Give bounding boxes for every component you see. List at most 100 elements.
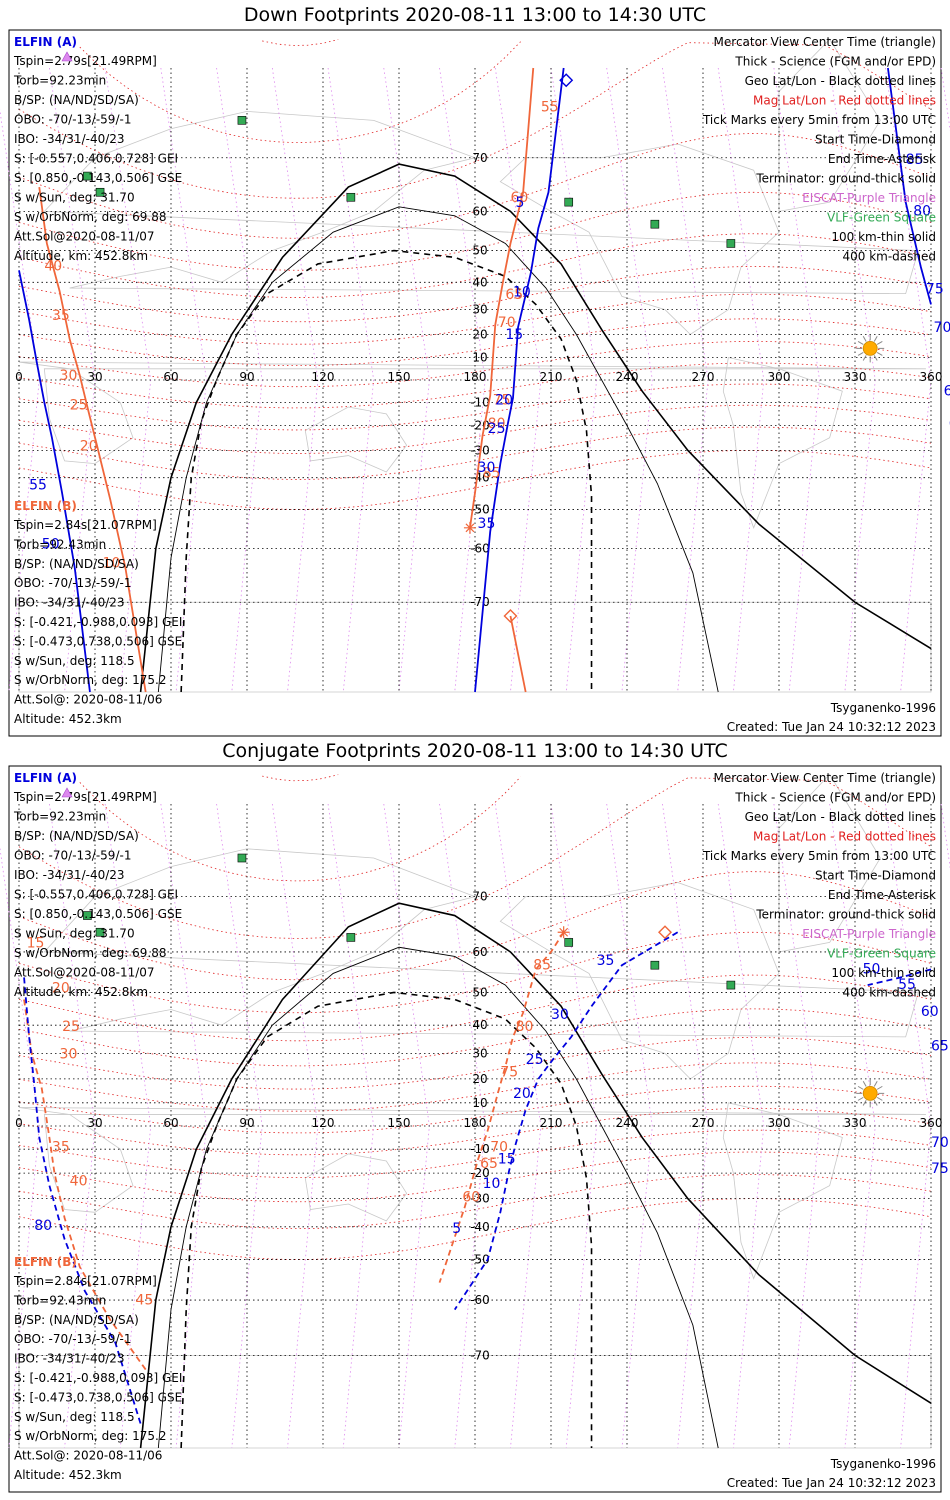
mag-lon-line	[717, 803, 765, 1449]
footprint-track	[469, 67, 535, 528]
sun-ray	[862, 1100, 867, 1106]
lon-tick-label: 150	[388, 1116, 411, 1130]
track-tick-label: 20	[80, 438, 98, 454]
sun-ray	[876, 340, 883, 345]
legend-line: VLF-Green Square	[827, 211, 936, 225]
vlf-station-marker	[564, 197, 574, 207]
lon-tick-label: 270	[692, 370, 715, 384]
vlf-station-marker	[83, 911, 92, 920]
track-tick-label: 35	[478, 516, 496, 532]
terminator-ground	[139, 902, 932, 1449]
lon-tick-label: 360	[920, 1116, 943, 1130]
map-area: 0 30 60 90 120 150 180 210 240 270 300 330 360 -70 -60…	[0, 773, 950, 1449]
sun-ray	[876, 1096, 883, 1101]
vlf-station-marker	[346, 933, 356, 942]
track-tick-label: 85	[533, 957, 551, 973]
lon-tick-label: 90	[239, 1116, 254, 1130]
legend-line: End Time-Asterisk	[828, 152, 936, 166]
elfin-b-info-line: Altitude: 452.3km	[14, 712, 122, 726]
text-overlays: ELFIN (A) Tspin=2.79s[21.49RPM] Torb=92.23…	[13, 771, 936, 1490]
lat-tick-label: -10	[470, 395, 490, 409]
vlf-station-marker	[726, 980, 736, 990]
mag-lon-line	[271, 67, 319, 693]
track-tick-label: 20	[495, 393, 513, 409]
legend-line: VLF-Green Square	[827, 947, 936, 961]
lat-tick-label: 20	[472, 327, 487, 341]
lon-tick-label: 0	[15, 370, 23, 384]
mag-lon-line	[494, 803, 542, 1449]
sun-disk	[862, 340, 878, 356]
elfin-a-info-line: Torb=92.23min	[13, 74, 106, 88]
vlf-station-marker	[83, 171, 92, 181]
track-tick-label: 65	[944, 384, 950, 400]
elfin-b-info-line: S w/OrbNorm, deg: 175.2	[14, 1429, 166, 1443]
sun-icon	[856, 334, 885, 363]
lat-tick-label: -40	[470, 471, 490, 485]
legend-line: Tick Marks every 5min from 13:00 UTC	[702, 113, 936, 127]
elfin-b-info-line: S w/Sun, deg: 118.5	[14, 654, 135, 668]
sun-ray	[873, 1100, 878, 1106]
conjugate-footprints-map: 0 30 60 90 120 150 180 210 240 270 300 330 360 -70 -60…	[0, 765, 950, 1493]
elfin-a-header: ELFIN (A)	[14, 771, 77, 785]
legend-line: Thick - Science (FGM and/or EPD)	[734, 791, 936, 805]
elfin-a-info-line: S w/Sun, deg: 31.70	[14, 191, 135, 205]
mag-lat-line	[18, 266, 932, 323]
track-tick-label: 25	[526, 1052, 544, 1068]
sun-ray	[873, 355, 878, 361]
panel-title-conjugate: Conjugate Footprints 2020-08-11 13:00 to…	[222, 740, 728, 762]
mag-lon-line	[885, 803, 932, 1449]
track-tick-label: 75	[931, 1161, 949, 1177]
mag-lon-line	[327, 803, 375, 1449]
mag-lat-line	[79, 776, 521, 882]
mag-lon-line	[439, 67, 486, 693]
elfin-b-info-line: S w/Sun, deg: 118.5	[14, 1410, 135, 1424]
track-tick-label: 25	[488, 421, 506, 437]
elfin-a-info-line: Att.Sol@2020-08-11/07	[14, 230, 155, 244]
lon-tick-label: 60	[163, 370, 178, 384]
elfin-b-header: ELFIN (B)	[14, 499, 77, 513]
mag-lon-line	[550, 803, 598, 1449]
elfin-a-info-line: S: [0.850,-0.143,0.506] GSE	[14, 907, 182, 921]
track-tick-label: 75	[500, 1064, 518, 1080]
vlf-station-marker	[237, 116, 247, 125]
mag-lon-line	[717, 67, 765, 693]
footprint-track	[18, 270, 91, 693]
track-tick-label: 20	[52, 980, 70, 996]
lon-tick-label: 30	[87, 370, 102, 384]
footprint-track	[23, 977, 142, 1425]
mag-lon-line	[160, 803, 207, 1449]
sun-ray	[873, 1081, 878, 1087]
elfin-b-header: ELFIN (B)	[14, 1255, 77, 1269]
legend-line: Terminator: ground-thick solid	[755, 172, 936, 186]
track-tick-label: 5	[516, 195, 525, 211]
elfin-a-info-line: IBO: -34/31/-40/23	[14, 132, 125, 146]
track-tick-label: 55	[541, 99, 559, 115]
model-credit: Tsyganenko-1996	[830, 1457, 936, 1471]
track-tick-label: 30	[551, 1007, 569, 1023]
elfin-a-info-line: B/SP: (NA/ND/SD/SA)	[14, 829, 139, 843]
lon-tick-label: 240	[616, 370, 639, 384]
map-area: 0 30 60 90 120 150 180 210 240 270 300 330 360 -70 -60…	[0, 38, 950, 693]
elfin-b-info-line: S: [-0.421,-0.988,0.093] GEI	[14, 1371, 182, 1385]
continent-outline	[304, 406, 408, 473]
footprint-track	[867, 968, 932, 986]
track-tick-label: 60	[462, 1189, 480, 1205]
lon-tick-label: 180	[464, 1116, 487, 1130]
track-tick-label: 10	[483, 1176, 501, 1192]
lat-tick-label: 50	[472, 244, 487, 258]
elfin-b-info-line: Altitude: 452.3km	[14, 1468, 122, 1482]
elfin-a-info-line: Tspin=2.79s[21.49RPM]	[13, 790, 157, 804]
sun-ray	[857, 1096, 864, 1101]
lon-tick-label: 300	[768, 370, 791, 384]
continent-outline	[18, 1107, 926, 1213]
track-tick-label: 25	[62, 1019, 80, 1035]
continent-outline	[499, 882, 780, 1080]
legend-line: Thick - Science (FGM and/or EPD)	[734, 55, 936, 69]
sun-icon	[856, 1079, 885, 1108]
track-tick-label: 35	[52, 308, 70, 324]
legend-line: EISCAT-Purple Triangle	[802, 927, 936, 941]
track-tick-label: 15	[27, 935, 45, 951]
track-tick-label: 70	[498, 315, 516, 331]
mag-lat-line	[79, 41, 521, 143]
lon-tick-label: 330	[844, 1116, 867, 1130]
